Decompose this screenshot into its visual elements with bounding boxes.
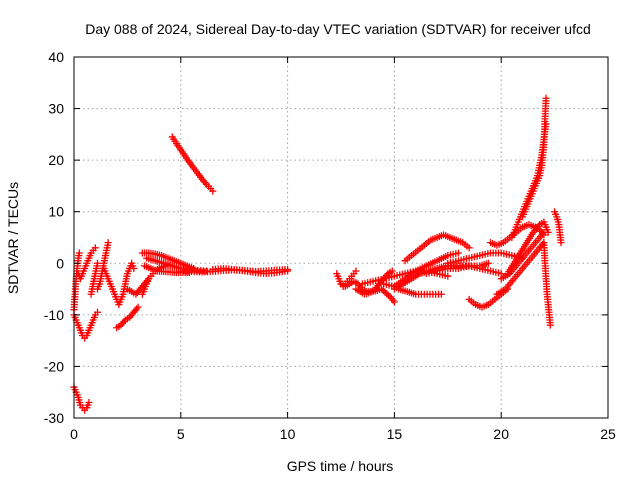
series-arc-33 (519, 94, 550, 221)
data-point (465, 244, 473, 252)
data-point (544, 228, 552, 236)
series-arc-16 (209, 264, 292, 276)
chart-title: Day 088 of 2024, Sidereal Day-to-day VTE… (85, 21, 591, 37)
series-arc-26 (444, 249, 527, 267)
series-arc-8 (113, 303, 142, 332)
y-tick-label: 0 (56, 255, 64, 271)
data-point (284, 265, 292, 273)
y-tick-label: 40 (48, 49, 64, 65)
series-arc-7 (100, 259, 138, 309)
data-point (557, 239, 565, 247)
x-tick-label: 5 (177, 426, 185, 442)
data-point (104, 239, 112, 247)
series-arc-4 (74, 244, 99, 283)
data-point (130, 264, 138, 272)
data-point (444, 272, 452, 280)
x-tick-label: 25 (600, 426, 616, 442)
series-arc-14 (168, 133, 217, 195)
x-tick-label: 15 (387, 426, 403, 442)
series-arc-23 (395, 285, 445, 298)
y-axis-label: SDTVAR / TECUs (5, 182, 21, 294)
y-tick-label: 30 (48, 101, 64, 117)
data-point (93, 259, 101, 267)
data-point (93, 308, 101, 316)
data-point (209, 187, 217, 195)
grid-lines (74, 57, 608, 418)
data-point (437, 290, 445, 298)
series-arc-35 (551, 208, 565, 247)
series-arc-19 (352, 285, 398, 306)
y-tick-label: -10 (44, 307, 64, 323)
y-tick-label: 20 (48, 152, 64, 168)
x-tick-label: 20 (493, 426, 509, 442)
series-arc-29 (493, 239, 548, 298)
series-arc-34 (540, 239, 554, 329)
data-point (390, 298, 398, 306)
x-axis-label: GPS time / hours (287, 458, 394, 474)
series-arc-5 (87, 259, 101, 298)
data-point (484, 259, 492, 267)
plot-frame (73, 56, 609, 419)
axis-ticks: 0 5 10 15 20 25 -30 -20 -10 0 10 20 30 40 (44, 49, 616, 442)
data-point (134, 303, 142, 311)
y-tick-label: 10 (48, 204, 64, 220)
data-point (542, 94, 550, 102)
x-tick-label: 0 (70, 426, 78, 442)
y-tick-label: -30 (44, 410, 64, 426)
data-points (70, 94, 565, 414)
series-arc-30 (497, 228, 548, 283)
data-point (75, 249, 83, 257)
data-point (85, 399, 93, 407)
data-point (352, 267, 360, 275)
y-tick-label: -20 (44, 358, 64, 374)
series-arc-24 (401, 231, 473, 265)
data-point (91, 244, 99, 252)
series-arc-25 (422, 262, 505, 278)
x-tick-label: 10 (280, 426, 296, 442)
data-point (454, 249, 462, 257)
data-point (546, 321, 554, 329)
series-arc-2 (70, 308, 101, 342)
series-arc-31 (504, 218, 552, 278)
